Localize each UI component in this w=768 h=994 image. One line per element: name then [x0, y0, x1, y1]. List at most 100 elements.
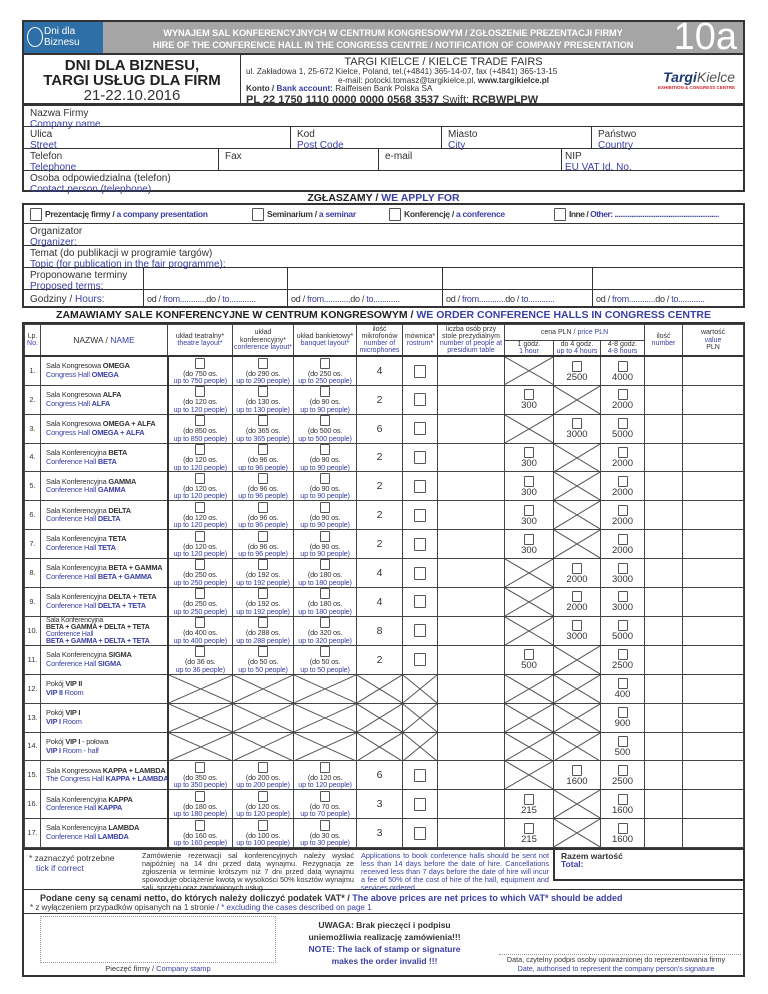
topic-field[interactable]: Temat (do publikacji w programie targów)… — [24, 246, 743, 270]
rostrum-checkbox[interactable] — [414, 508, 426, 522]
telephone-field[interactable]: Telefon Telephone — [24, 149, 218, 173]
conference-layout-checkbox[interactable] — [258, 790, 268, 802]
price-1h-checkbox[interactable] — [524, 389, 534, 401]
presidium-input[interactable] — [437, 818, 505, 849]
rostrum-checkbox[interactable] — [414, 566, 426, 580]
checkbox[interactable] — [252, 208, 264, 221]
value-input[interactable] — [682, 789, 745, 820]
hours-field-1[interactable]: od / from............do / to............ — [143, 290, 287, 308]
city-field[interactable]: Miasto City — [441, 127, 591, 151]
price-8h-checkbox[interactable] — [617, 736, 628, 748]
price-8h-checkbox[interactable] — [617, 591, 628, 603]
banquet-layout-checkbox[interactable] — [320, 472, 330, 484]
quantity-input[interactable] — [644, 760, 684, 791]
presidium-input[interactable] — [437, 442, 505, 473]
theatre-layout-checkbox[interactable] — [195, 559, 206, 571]
conference-layout-checkbox[interactable] — [258, 472, 268, 484]
conference-layout-checkbox[interactable] — [258, 646, 268, 658]
price-4h-checkbox[interactable] — [572, 591, 582, 603]
option-company-presentation[interactable]: Prezentację firmy / a company presentati… — [30, 208, 208, 221]
banquet-layout-checkbox[interactable] — [320, 790, 330, 802]
value-input[interactable] — [682, 587, 745, 617]
conference-layout-checkbox[interactable] — [258, 559, 268, 571]
quantity-input[interactable] — [644, 355, 684, 386]
price-8h-checkbox[interactable] — [617, 822, 628, 834]
value-input[interactable] — [682, 760, 745, 791]
price-1h-checkbox[interactable] — [524, 822, 534, 834]
value-input[interactable] — [682, 500, 745, 531]
quantity-input[interactable] — [644, 818, 684, 849]
value-input[interactable] — [682, 529, 745, 560]
term-field-1[interactable] — [143, 268, 287, 289]
value-input[interactable] — [682, 558, 745, 589]
quantity-input[interactable] — [644, 384, 684, 415]
value-input[interactable] — [682, 413, 745, 444]
rostrum-checkbox[interactable] — [414, 393, 426, 407]
presidium-input[interactable] — [437, 702, 505, 733]
nip-field[interactable]: NIP EU VAT Id. No. — [561, 149, 743, 173]
price-8h-checkbox[interactable] — [617, 475, 628, 487]
country-field[interactable]: Państwo Country — [591, 127, 743, 151]
conference-layout-checkbox[interactable] — [258, 761, 268, 773]
theatre-layout-checkbox[interactable] — [195, 501, 206, 513]
price-4h-checkbox[interactable] — [572, 418, 582, 430]
price-8h-checkbox[interactable] — [617, 678, 628, 690]
conference-layout-checkbox[interactable] — [258, 415, 268, 427]
organizer-www[interactable]: www.targikielce.pl — [477, 75, 549, 85]
value-input[interactable] — [682, 644, 745, 675]
price-8h-checkbox[interactable] — [617, 649, 628, 661]
price-8h-checkbox[interactable] — [617, 418, 628, 430]
presidium-input[interactable] — [437, 731, 505, 762]
company-name-field[interactable]: Nazwa Firmy Company name — [24, 106, 743, 130]
price-1h-checkbox[interactable] — [524, 533, 534, 545]
quantity-input[interactable] — [644, 413, 684, 444]
theatre-layout-checkbox[interactable] — [195, 790, 206, 802]
conference-layout-checkbox[interactable] — [258, 819, 268, 831]
theatre-layout-checkbox[interactable] — [195, 415, 206, 427]
total-box[interactable]: Razem wartość Total: — [553, 848, 745, 882]
price-1h-checkbox[interactable] — [524, 447, 534, 459]
banquet-layout-checkbox[interactable] — [320, 617, 330, 629]
value-input[interactable] — [682, 442, 745, 473]
rostrum-checkbox[interactable] — [414, 797, 426, 811]
price-4h-checkbox[interactable] — [572, 764, 582, 776]
banquet-layout-checkbox[interactable] — [320, 358, 330, 369]
checkbox[interactable] — [389, 208, 401, 221]
price-1h-checkbox[interactable] — [524, 793, 534, 805]
banquet-layout-checkbox[interactable] — [320, 444, 330, 455]
value-input[interactable] — [682, 702, 745, 733]
price-4h-checkbox[interactable] — [572, 620, 582, 632]
presidium-input[interactable] — [437, 673, 505, 704]
theatre-layout-checkbox[interactable] — [195, 530, 206, 542]
theatre-layout-checkbox[interactable] — [195, 472, 206, 484]
presidium-input[interactable] — [437, 413, 505, 444]
presidium-input[interactable] — [437, 587, 505, 617]
quantity-input[interactable] — [644, 615, 684, 646]
banquet-layout-checkbox[interactable] — [320, 646, 330, 658]
presidium-input[interactable] — [437, 471, 505, 502]
quantity-input[interactable] — [644, 442, 684, 473]
term-field-3[interactable] — [442, 268, 592, 289]
organizer-field[interactable]: Organizator Organizer: — [24, 224, 743, 248]
post-code-field[interactable]: Kod Post Code — [290, 127, 441, 151]
banquet-layout-checkbox[interactable] — [320, 530, 330, 542]
option-conference[interactable]: Konferencję / a conference — [389, 208, 505, 221]
value-input[interactable] — [682, 731, 745, 762]
price-8h-checkbox[interactable] — [617, 504, 628, 516]
value-input[interactable] — [682, 818, 745, 849]
theatre-layout-checkbox[interactable] — [195, 444, 206, 455]
theatre-layout-checkbox[interactable] — [195, 386, 206, 398]
hours-field-4[interactable]: od / from............do / to............ — [592, 290, 743, 308]
theatre-layout-checkbox[interactable] — [195, 358, 206, 369]
conference-layout-checkbox[interactable] — [258, 530, 268, 542]
hours-field-2[interactable]: od / from............do / to............ — [287, 290, 442, 308]
price-8h-checkbox[interactable] — [617, 389, 628, 401]
checkbox[interactable] — [554, 208, 566, 221]
street-field[interactable]: Ulica Street — [24, 127, 290, 151]
quantity-input[interactable] — [644, 529, 684, 560]
rostrum-checkbox[interactable] — [414, 479, 426, 493]
conference-layout-checkbox[interactable] — [258, 444, 268, 455]
theatre-layout-checkbox[interactable] — [195, 761, 206, 773]
value-input[interactable] — [682, 673, 745, 704]
price-1h-checkbox[interactable] — [524, 649, 534, 661]
